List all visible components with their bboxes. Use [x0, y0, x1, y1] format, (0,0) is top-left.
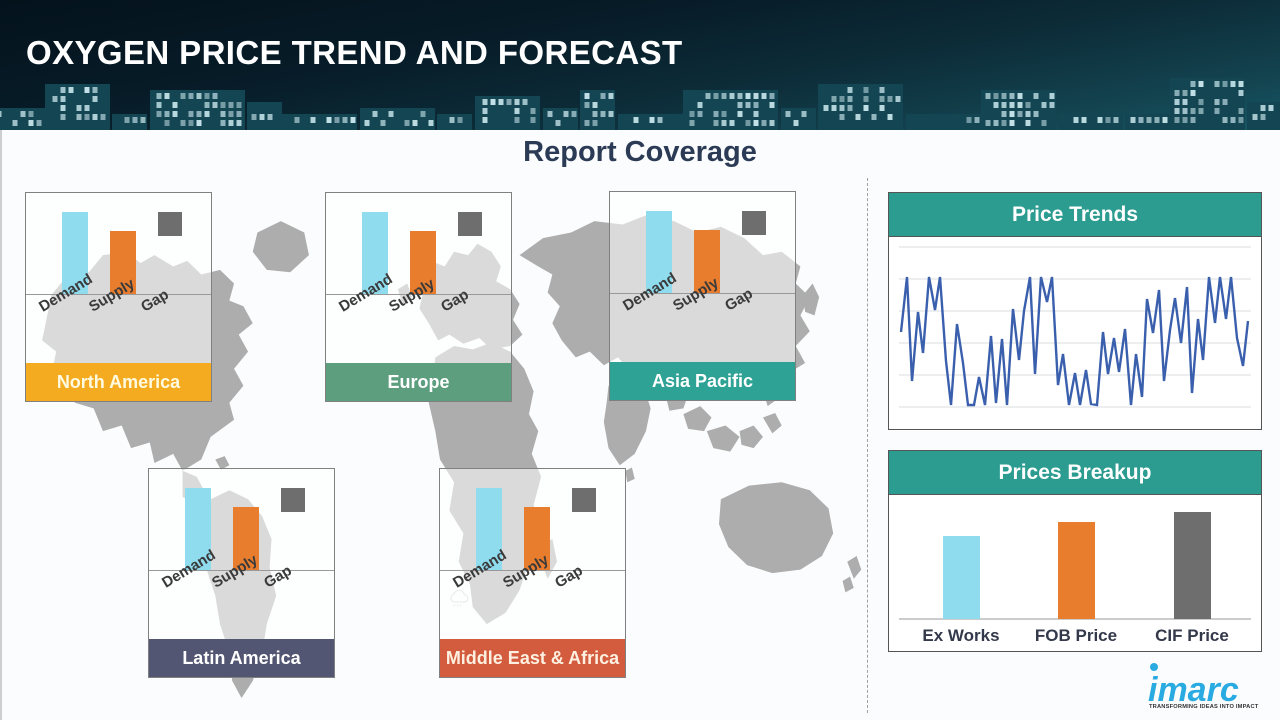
- svg-text:Ex Works: Ex Works: [922, 626, 999, 645]
- svg-text:FOB Price: FOB Price: [1035, 626, 1117, 645]
- svg-text:TRANSFORMING IDEAS INTO IMPACT: TRANSFORMING IDEAS INTO IMPACT: [1149, 704, 1259, 709]
- svg-text:CIF Price: CIF Price: [1155, 626, 1229, 645]
